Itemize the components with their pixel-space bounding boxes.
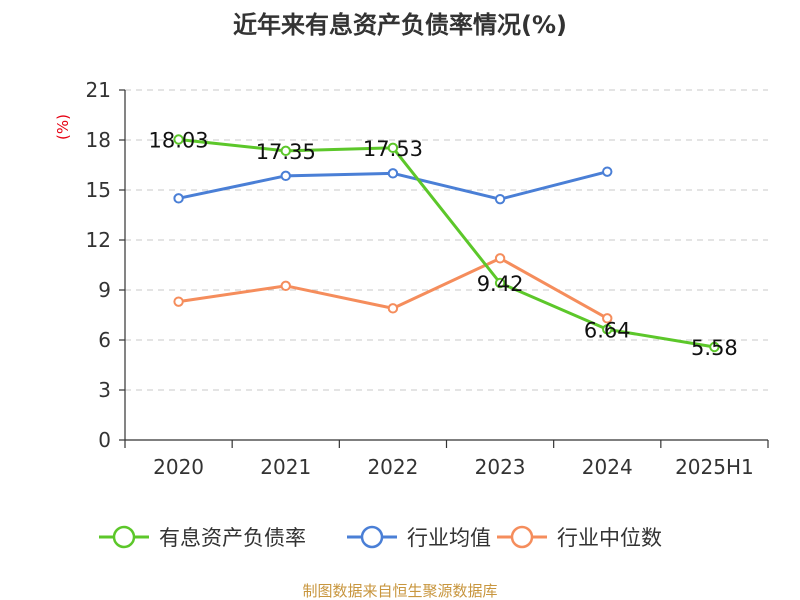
data-label: 9.42 <box>477 272 524 296</box>
y-axis-unit: (%) <box>54 114 72 140</box>
source-note: 制图数据来自恒生聚源数据库 <box>302 582 497 600</box>
data-point[interactable] <box>280 170 291 182</box>
data-label: 5.58 <box>691 336 738 360</box>
legend-label: 行业均值 <box>407 526 491 550</box>
chart-title: 近年来有息资产负债率情况(%) <box>233 11 567 39</box>
y-tick-label: 6 <box>98 328 111 352</box>
legend-label: 行业中位数 <box>557 526 662 550</box>
x-tick-label: 2021 <box>260 455 311 479</box>
data-point[interactable] <box>602 324 613 335</box>
legend-item-1[interactable]: 行业均值 <box>347 525 491 550</box>
x-tick-label: 2022 <box>367 455 418 479</box>
legend-label: 有息资产负债率 <box>159 526 306 550</box>
x-tick-label: 2024 <box>582 455 633 479</box>
x-tick-label: 2020 <box>153 455 204 479</box>
data-labels: 18.03 17.35 17.53 9.42 6.64 5.58 <box>149 129 738 361</box>
data-point[interactable] <box>602 313 613 324</box>
data-point[interactable] <box>494 253 506 264</box>
data-point[interactable] <box>387 142 399 154</box>
data-point[interactable] <box>280 280 291 292</box>
data-point[interactable] <box>709 341 720 353</box>
legend[interactable]: 有息资产负债率 行业均值 行业中位数 <box>99 525 662 550</box>
data-point[interactable] <box>173 134 184 145</box>
series-lines <box>173 134 720 353</box>
data-point[interactable] <box>494 277 506 289</box>
legend-marker <box>112 525 136 549</box>
data-label: 18.03 <box>149 129 209 153</box>
y-tick-label: 3 <box>98 378 111 402</box>
gridlines <box>125 89 768 391</box>
x-tick-label: 2025H1 <box>675 455 754 479</box>
data-point[interactable] <box>494 193 506 205</box>
y-tick-label: 15 <box>86 178 111 202</box>
legend-marker <box>510 525 534 549</box>
data-point[interactable] <box>173 193 184 204</box>
y-tick-label: 21 <box>86 78 111 102</box>
data-point[interactable] <box>387 303 399 314</box>
legend-marker <box>360 525 384 549</box>
data-label: 6.64 <box>584 318 631 342</box>
axes: 0 3 6 9 12 15 18 21 2020 2021 2022 2023 2024 2025H1 <box>86 78 769 479</box>
data-point[interactable] <box>387 168 399 179</box>
y-tick-label: 0 <box>98 428 111 452</box>
data-point[interactable] <box>602 166 613 177</box>
data-point[interactable] <box>173 296 184 307</box>
data-label: 17.35 <box>256 140 316 164</box>
legend-item-2[interactable]: 行业中位数 <box>497 525 662 550</box>
data-point[interactable] <box>280 145 291 157</box>
y-tick-label: 9 <box>98 278 111 302</box>
y-tick-label: 18 <box>86 128 111 152</box>
series-line-0 <box>178 138 715 349</box>
data-label: 17.53 <box>363 137 423 161</box>
x-tick-label: 2023 <box>475 455 526 479</box>
y-tick-label: 12 <box>86 228 111 252</box>
legend-item-0[interactable]: 有息资产负债率 <box>99 525 306 550</box>
